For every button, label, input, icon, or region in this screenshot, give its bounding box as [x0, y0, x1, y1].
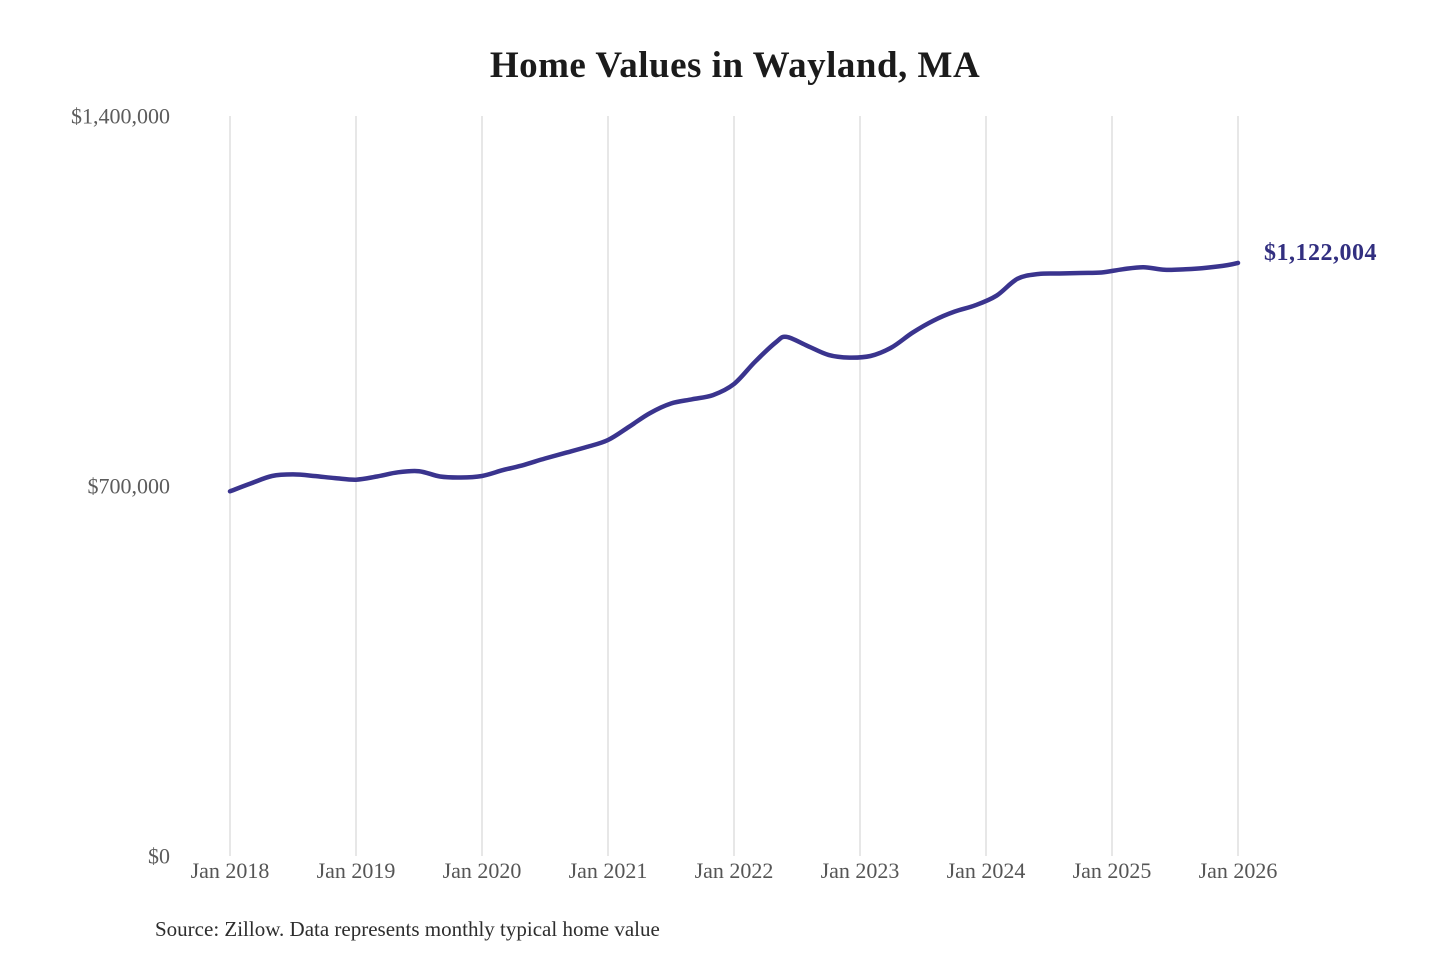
x-tick-label: Jan 2024: [947, 858, 1026, 883]
source-note: Source: Zillow. Data represents monthly …: [155, 917, 660, 941]
y-tick-label: $1,400,000: [71, 104, 170, 129]
x-tick-label: Jan 2026: [1199, 858, 1278, 883]
y-axis-tick-labels: $0 $700,000 $1,400,000: [71, 104, 170, 869]
x-tick-label: Jan 2018: [191, 858, 270, 883]
x-tick-label: Jan 2023: [821, 858, 900, 883]
x-tick-label: Jan 2025: [1073, 858, 1152, 883]
chart-title: Home Values in Wayland, MA: [489, 45, 981, 86]
x-tick-label: Jan 2020: [443, 858, 522, 883]
current-value-label: $1,122,004: [1264, 240, 1377, 266]
y-tick-label: $0: [148, 844, 170, 869]
y-tick-label: $700,000: [88, 474, 171, 499]
x-tick-label: Jan 2019: [317, 858, 396, 883]
home-value-line: [227, 260, 1241, 494]
x-tick-label: Jan 2022: [695, 858, 774, 883]
x-axis-tick-labels: Jan 2018 Jan 2019 Jan 2020 Jan 2021 Jan 2022…: [191, 858, 1278, 883]
x-tick-label: Jan 2021: [569, 858, 648, 883]
gridlines: [229, 116, 1239, 856]
